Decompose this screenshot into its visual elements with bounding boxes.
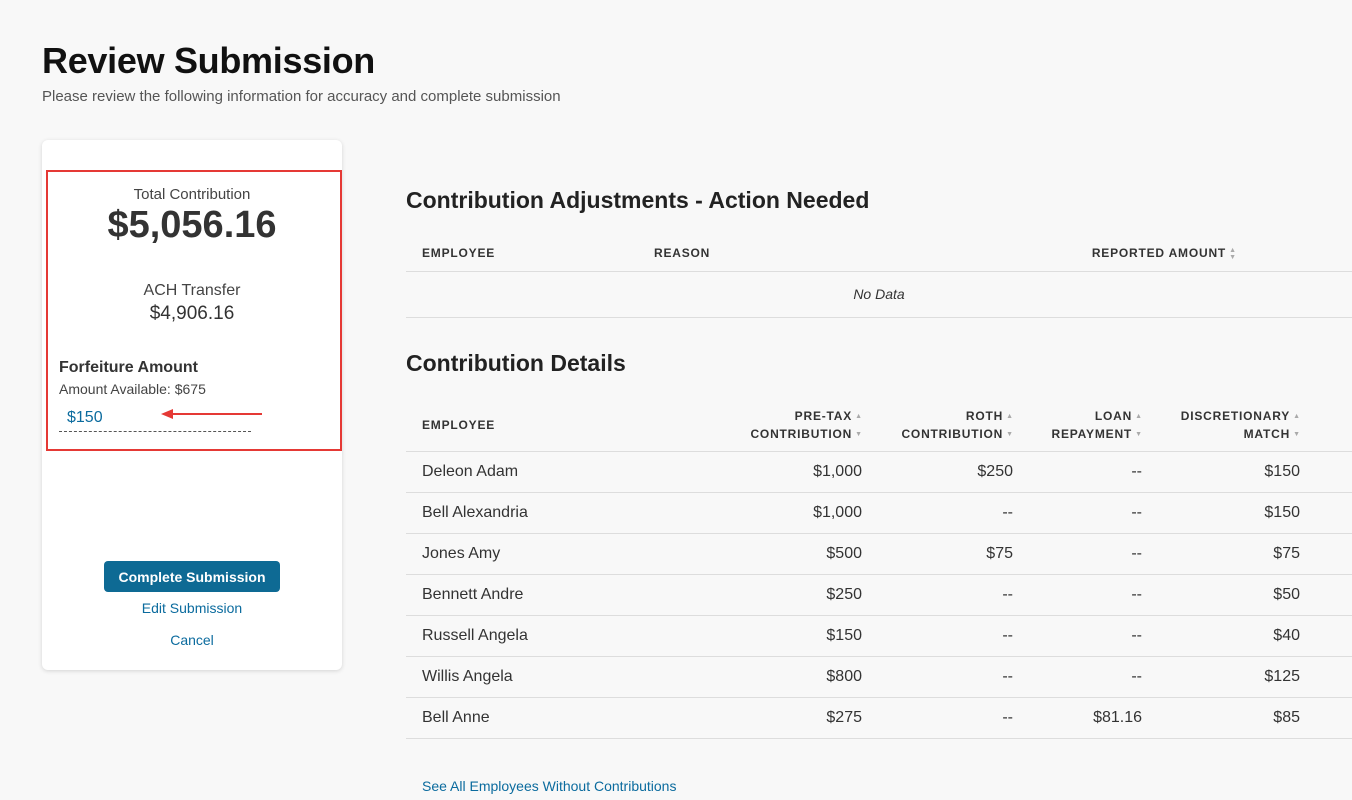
cell-loan: -- bbox=[1131, 545, 1142, 562]
see-all-employees-link[interactable]: See All Employees Without Contributions bbox=[422, 778, 677, 794]
col-employee[interactable]: EMPLOYEE bbox=[422, 418, 496, 432]
col-disc-label-1: DISCRETIONARY bbox=[1180, 409, 1291, 423]
col-reported-amount-label: REPORTED AMOUNT bbox=[1091, 246, 1227, 260]
cell-roth: -- bbox=[1002, 504, 1013, 521]
cell-employee: Jones Amy bbox=[422, 545, 501, 562]
cell-disc: $125 bbox=[1264, 668, 1300, 685]
table-row: Jones Amy $500 $75 -- $75 bbox=[406, 534, 1352, 575]
sort-icon[interactable]: ▼ bbox=[1006, 431, 1013, 439]
forfeiture-amount-input[interactable] bbox=[59, 404, 251, 432]
page-title: Review Submission bbox=[42, 40, 375, 81]
total-contribution-label: Total Contribution bbox=[133, 186, 251, 203]
col-disc-label-2: MATCH bbox=[1243, 427, 1291, 441]
summary-card: Total Contribution $5,056.16 ACH Transfe… bbox=[42, 140, 342, 670]
sort-icon[interactable]: ▼ bbox=[1293, 431, 1300, 439]
cell-pretax: $500 bbox=[826, 545, 862, 562]
sort-icon[interactable]: ▲ bbox=[1135, 413, 1142, 421]
empty-row: No Data bbox=[406, 272, 1352, 318]
cell-loan: -- bbox=[1131, 504, 1142, 521]
ach-transfer-amount: $4,906.16 bbox=[149, 303, 235, 324]
cell-disc: $150 bbox=[1264, 504, 1300, 521]
col-pretax-label-1: PRE-TAX bbox=[794, 409, 853, 423]
cell-employee: Bell Alexandria bbox=[422, 504, 528, 521]
sort-icon[interactable]: ▲ bbox=[1006, 413, 1013, 421]
cell-disc: $40 bbox=[1273, 627, 1300, 644]
cell-pretax: $150 bbox=[826, 627, 862, 644]
col-reason[interactable]: REASON bbox=[654, 246, 711, 260]
ach-transfer-label: ACH Transfer bbox=[143, 282, 241, 299]
cell-disc: $150 bbox=[1264, 463, 1300, 480]
table-row: Russell Angela $150 -- -- $40 bbox=[406, 616, 1352, 657]
total-contribution-amount: $5,056.16 bbox=[107, 204, 277, 246]
col-loan-repayment[interactable]: LOAN ▲ REPAYMENT ▼ bbox=[1052, 407, 1143, 443]
adjustments-table: EMPLOYEE REASON REPORTED AMOUNT ▲ ▼ No Dat… bbox=[406, 232, 1352, 318]
cell-loan: -- bbox=[1131, 668, 1142, 685]
cell-employee: Willis Angela bbox=[422, 668, 513, 685]
cell-roth: $75 bbox=[986, 545, 1013, 562]
cancel-link[interactable]: Cancel bbox=[170, 632, 214, 648]
cell-roth: -- bbox=[1002, 709, 1013, 726]
table-row: Willis Angela $800 -- -- $125 bbox=[406, 657, 1352, 698]
col-employee[interactable]: EMPLOYEE bbox=[422, 246, 496, 260]
col-roth-contribution[interactable]: ROTH ▲ CONTRIBUTION ▼ bbox=[901, 407, 1013, 443]
sort-icon[interactable]: ▲ ▼ bbox=[1229, 246, 1236, 261]
col-loan-label-1: LOAN bbox=[1094, 409, 1133, 423]
cell-pretax: $250 bbox=[826, 586, 862, 603]
sort-icon[interactable]: ▲ bbox=[1293, 413, 1300, 421]
sort-icon[interactable]: ▼ bbox=[855, 431, 862, 439]
no-data-text: No Data bbox=[853, 286, 905, 302]
complete-submission-button[interactable]: Complete Submission bbox=[104, 561, 280, 592]
table-row: Bennett Andre $250 -- -- $50 bbox=[406, 575, 1352, 616]
cell-pretax: $1,000 bbox=[813, 504, 862, 521]
col-pretax-contribution[interactable]: PRE-TAX ▲ CONTRIBUTION ▼ bbox=[750, 407, 862, 443]
edit-submission-link[interactable]: Edit Submission bbox=[141, 600, 243, 616]
cell-employee: Bell Anne bbox=[422, 709, 490, 726]
col-roth-label-1: ROTH bbox=[965, 409, 1004, 423]
col-roth-label-2: CONTRIBUTION bbox=[901, 427, 1004, 441]
cell-pretax: $275 bbox=[826, 709, 862, 726]
adjustments-header-row: EMPLOYEE REASON REPORTED AMOUNT ▲ ▼ bbox=[406, 232, 1352, 272]
cell-disc: $75 bbox=[1273, 545, 1300, 562]
cell-roth: $250 bbox=[977, 463, 1013, 480]
cell-employee: Deleon Adam bbox=[422, 463, 519, 480]
cell-loan: -- bbox=[1131, 463, 1142, 480]
cell-roth: -- bbox=[1002, 668, 1013, 685]
cell-disc: $85 bbox=[1273, 709, 1300, 726]
cell-employee: Bennett Andre bbox=[422, 586, 524, 603]
col-loan-label-2: REPAYMENT bbox=[1051, 427, 1133, 441]
cell-loan: -- bbox=[1131, 627, 1142, 644]
col-reported-amount[interactable]: REPORTED AMOUNT ▲ ▼ bbox=[1092, 244, 1236, 262]
forfeiture-available-text: Amount Available: $675 bbox=[59, 381, 206, 397]
table-row: Bell Anne $275 -- $81.16 $85 bbox=[406, 698, 1352, 739]
cell-pretax: $800 bbox=[826, 668, 862, 685]
cell-loan: -- bbox=[1131, 586, 1142, 603]
cell-loan: $81.16 bbox=[1093, 709, 1142, 726]
cell-pretax: $1,000 bbox=[813, 463, 862, 480]
cell-roth: -- bbox=[1002, 627, 1013, 644]
page-subtitle: Please review the following information … bbox=[42, 88, 561, 105]
cell-employee: Russell Angela bbox=[422, 627, 528, 644]
adjustments-title: Contribution Adjustments - Action Needed bbox=[406, 187, 870, 213]
sort-icon[interactable]: ▼ bbox=[1135, 431, 1142, 439]
sort-icon[interactable]: ▲ bbox=[855, 413, 862, 421]
details-title: Contribution Details bbox=[406, 350, 626, 376]
annotation-arrow-icon bbox=[161, 409, 262, 419]
details-header-row: EMPLOYEE PRE-TAX ▲ CONTRIBUTION ▼ ROTH ▲ CO… bbox=[406, 396, 1352, 452]
table-row: Bell Alexandria $1,000 -- -- $150 bbox=[406, 493, 1352, 534]
col-pretax-label-2: CONTRIBUTION bbox=[750, 427, 853, 441]
col-discretionary-match[interactable]: DISCRETIONARY ▲ MATCH ▼ bbox=[1181, 407, 1300, 443]
details-table: EMPLOYEE PRE-TAX ▲ CONTRIBUTION ▼ ROTH ▲ CO… bbox=[406, 396, 1352, 739]
highlight-box bbox=[46, 170, 342, 451]
cell-disc: $50 bbox=[1273, 586, 1300, 603]
table-row: Deleon Adam $1,000 $250 -- $150 bbox=[406, 452, 1352, 493]
cell-roth: -- bbox=[1002, 586, 1013, 603]
forfeiture-amount-label: Forfeiture Amount bbox=[59, 359, 198, 376]
